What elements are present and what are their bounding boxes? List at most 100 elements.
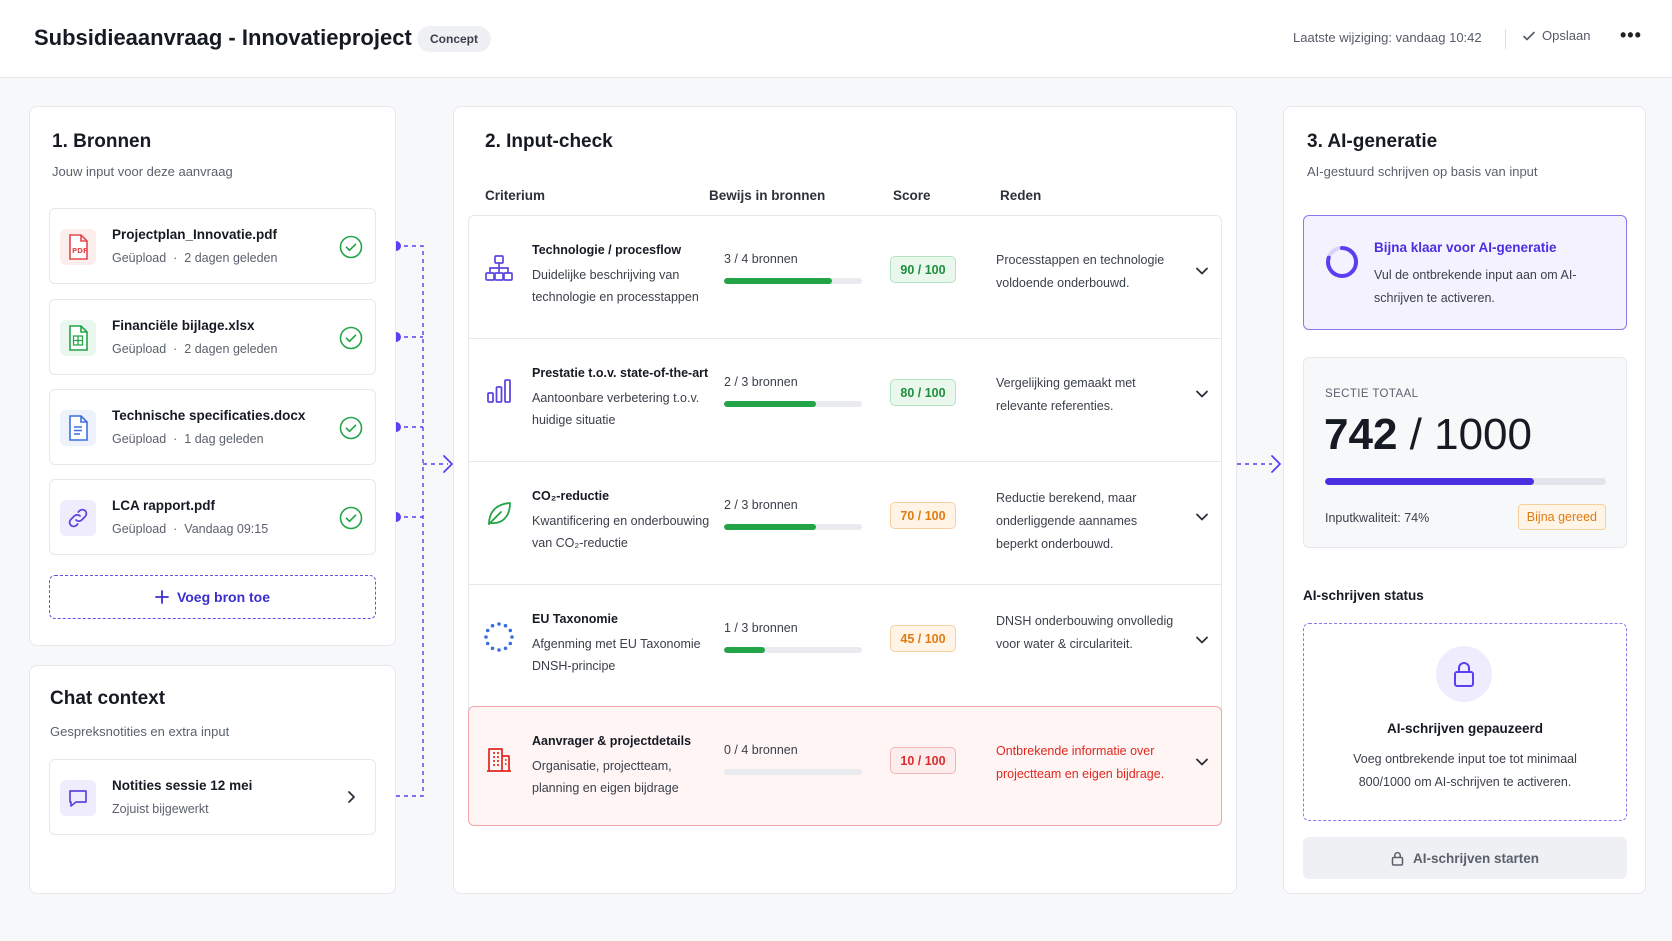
score-badge: 10 / 100 — [890, 747, 956, 774]
criterion-description: Afgenming met EU Taxonomie DNSH-principe — [532, 637, 701, 673]
criteria-row-prestatie[interactable]: Prestatie t.o.v. state-of-the-art Aantoo… — [469, 339, 1221, 462]
reason-text: Processtappen en technologie voldoende o… — [996, 253, 1165, 290]
criterion-description: Aantoonbare verbetering t.o.v. huidige s… — [532, 391, 700, 427]
sources-panel: 1. Bronnen Jouw input voor deze aanvraag… — [29, 106, 396, 646]
source-meta: Geüpload · 2 dagen geleden — [112, 251, 278, 265]
status-badge: Concept — [417, 26, 491, 52]
evidence-progress-bar — [724, 769, 862, 775]
chevron-down-icon[interactable] — [1195, 389, 1209, 399]
criteria-row-eu-taxonomie[interactable]: EU Taxonomie Afgenming met EU Taxonomie … — [469, 585, 1221, 708]
evidence-progress-bar — [724, 647, 862, 653]
ai-generation-panel: 3. AI-generatie AI-gestuurd schrijven op… — [1283, 106, 1646, 894]
paused-title: AI-schrijven gepauzeerd — [1386, 721, 1544, 736]
check-circle-icon — [339, 416, 363, 440]
section-total-label: SECTIE TOTAAL — [1325, 388, 1419, 400]
ai-status-label: AI-schrijven status — [1303, 588, 1424, 603]
score-badge: 80 / 100 — [890, 379, 956, 406]
ready-title: Bijna klaar voor AI-generatie — [1374, 240, 1557, 255]
chat-notes-item[interactable]: Notities sessie 12 mei Zojuist bijgewerk… — [49, 759, 376, 835]
total-progress-bar — [1325, 478, 1606, 485]
bar-chart-icon — [481, 373, 517, 409]
chevron-down-icon[interactable] — [1195, 512, 1209, 522]
chat-item-meta: Zojuist bijgewerkt — [112, 802, 209, 816]
progress-ring-icon — [1326, 246, 1359, 278]
more-options-button[interactable]: ••• — [1620, 25, 1642, 45]
criteria-row-co2-reductie[interactable]: CO₂-reductie Kwantificering en onderbouw… — [469, 462, 1221, 585]
sources-title: 1. Bronnen — [52, 131, 152, 152]
building-icon — [481, 741, 517, 777]
chat-context-panel: Chat context Gespreksnotities en extra i… — [29, 665, 396, 894]
ready-notice: Bijna klaar voor AI-generatie Vul de ont… — [1303, 215, 1627, 330]
source-meta: Geüpload · 1 dag geleden — [112, 432, 264, 446]
lock-icon — [1391, 851, 1404, 866]
lock-icon — [1436, 646, 1492, 702]
criteria-row-aanvrager[interactable]: Aanvrager & projectdetails Organisatie, … — [468, 706, 1222, 826]
section-total-score: 742 / 1000 — [1324, 410, 1532, 460]
input-quality: Inputkwaliteit: 74% — [1325, 511, 1430, 525]
criterion-title: CO₂-reductie — [532, 489, 610, 503]
ai-subtitle: AI-gestuurd schrijven op basis van input — [1307, 164, 1538, 179]
evidence-progress-bar — [724, 524, 862, 530]
criterion-title: EU Taxonomie — [532, 612, 618, 626]
score-badge: 45 / 100 — [890, 625, 956, 652]
criterion-title: Technologie / procesflow — [532, 243, 682, 257]
source-item-financiele-bijlage[interactable]: Financiële bijlage.xlsx Geüpload · 2 dag… — [49, 299, 376, 375]
source-meta: Geüpload · 2 dagen geleden — [112, 342, 278, 356]
check-circle-icon — [339, 326, 363, 350]
chevron-down-icon[interactable] — [1195, 757, 1209, 767]
reason-text: DNSH onderbouwing onvolledig voor water … — [996, 614, 1174, 651]
save-button[interactable]: Opslaan — [1522, 28, 1590, 43]
page-title: Subsidieaanvraag - Innovatieproject — [34, 25, 412, 50]
evidence-progress-bar — [724, 278, 862, 284]
section-total-card: SECTIE TOTAAL 742 / 1000 Inputkwaliteit:… — [1303, 357, 1627, 548]
link-icon — [60, 500, 96, 536]
criterion-description: Organisatie, projectteam, planning en ei… — [532, 759, 679, 795]
source-item-technische-specificaties[interactable]: Technische specificaties.docx Geüpload ·… — [49, 389, 376, 465]
pdf-file-icon: PDF — [60, 229, 96, 265]
checkmark-icon — [1523, 31, 1535, 40]
sources-subtitle: Jouw input voor deze aanvraag — [52, 164, 233, 179]
criterion-title: Aanvrager & projectdetails — [532, 734, 692, 748]
add-source-label: Voeg bron toe — [176, 589, 271, 605]
start-ai-writing-button[interactable]: AI-schrijven starten — [1303, 837, 1627, 879]
evidence-count: 2 / 3 bronnen — [724, 498, 798, 512]
check-circle-icon — [339, 235, 363, 259]
criteria-row-technologie[interactable]: Technologie / procesflow Duidelijke besc… — [469, 216, 1221, 339]
chat-bubble-icon — [60, 780, 96, 816]
divider — [1505, 29, 1506, 49]
column-header-reason: Reden — [1000, 188, 1042, 203]
source-name: Technische specificaties.docx — [112, 408, 306, 423]
chevron-right-icon — [348, 791, 355, 803]
ai-title: 3. AI-generatie — [1307, 131, 1438, 152]
total-max: / 1000 — [1409, 410, 1532, 459]
document-file-icon — [60, 410, 96, 446]
last-edit-timestamp: Laatste wijziging: vandaag 10:42 — [1293, 30, 1482, 45]
input-check-panel: 2. Input-check Criterium Bewijs in bronn… — [453, 106, 1237, 894]
input-check-title: 2. Input-check — [485, 131, 613, 152]
plus-icon — [155, 590, 169, 604]
quality-badge: Bijna gereed — [1517, 504, 1606, 530]
ai-paused-card: AI-schrijven gepauzeerd Voeg ontbrekende… — [1303, 623, 1627, 821]
chevron-down-icon[interactable] — [1195, 635, 1209, 645]
source-item-projectplan[interactable]: PDF Projectplan_Innovatie.pdf Geüpload ·… — [49, 208, 376, 284]
leaf-icon — [481, 496, 517, 532]
column-header-evidence: Bewijs in bronnen — [709, 188, 826, 203]
chat-item-title: Notities sessie 12 mei — [112, 778, 253, 793]
reason-text: Ontbrekende informatie over projectteam … — [996, 744, 1165, 781]
source-name: Projectplan_Innovatie.pdf — [112, 227, 278, 242]
column-header-score: Score — [893, 188, 931, 203]
column-header-criterion: Criterium — [485, 188, 546, 203]
source-name: LCA rapport.pdf — [112, 498, 215, 513]
chat-subtitle: Gespreksnotities en extra input — [50, 724, 230, 739]
source-item-lca-rapport[interactable]: LCA rapport.pdf Geüpload · Vandaag 09:15 — [49, 479, 376, 555]
paused-description: Voeg ontbrekende input toe tot minimaal … — [1353, 752, 1577, 789]
total-value: 742 — [1324, 410, 1398, 459]
ready-description: Vul de ontbrekende input aan om AI-schri… — [1374, 268, 1577, 305]
process-flow-icon — [481, 250, 517, 286]
evidence-count: 3 / 4 bronnen — [724, 252, 798, 266]
add-source-button[interactable]: Voeg bron toe — [49, 575, 376, 619]
evidence-count: 0 / 4 bronnen — [724, 743, 798, 757]
chevron-down-icon[interactable] — [1195, 266, 1209, 276]
score-badge: 90 / 100 — [890, 256, 956, 283]
chat-title: Chat context — [50, 688, 166, 709]
